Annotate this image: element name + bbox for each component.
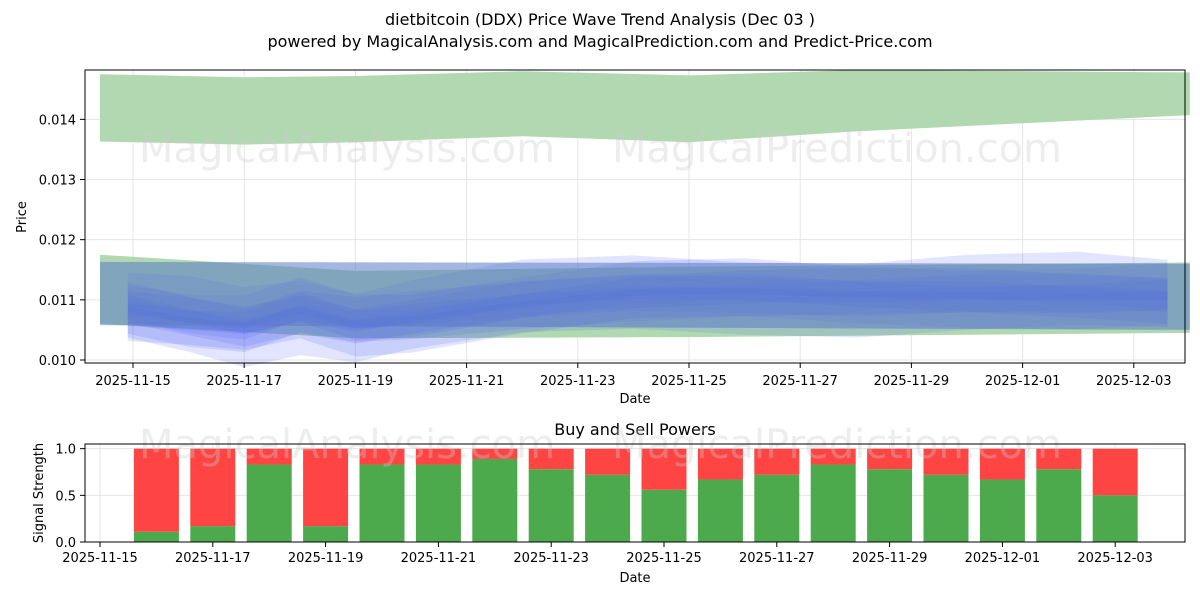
top-watermark-right: MagicalPrediction.com [612,126,1062,172]
sell-bar [359,448,405,465]
bottom-chart-title: Buy and Sell Powers [554,420,716,439]
sell-bar [810,448,856,465]
sell-bar [415,448,461,465]
bottom-y-tick-label: 1.0 [55,443,76,458]
buy-bar [133,531,179,542]
top-x-tick-label: 2025-11-15 [95,374,171,389]
top-x-tick-label: 2025-12-03 [1096,374,1172,389]
buy-bar [1036,469,1082,542]
bottom-x-tick-label: 2025-11-23 [513,551,589,566]
buy-bar [303,526,349,542]
bottom-x-ticks: 2025-11-15 2025-11-17 2025-11-19 2025-11-21… [62,542,1153,566]
top-x-tick-label: 2025-11-17 [206,374,282,389]
sell-bar [190,448,236,527]
buy-bar [585,474,631,542]
top-x-tick-label: 2025-11-21 [429,374,505,389]
buy-bar [867,469,913,542]
top-x-tick-label: 2025-12-01 [985,374,1061,389]
sell-bar [1092,448,1138,496]
buy-bar [754,474,800,542]
upper-green-band [100,70,1190,145]
top-y-tick-label: 0.014 [39,113,76,128]
sell-bar [867,448,913,470]
top-y-tick-label: 0.012 [39,234,76,249]
sell-bar [585,448,631,475]
chart-title-line1: dietbitcoin (DDX) Price Wave Trend Analy… [385,10,815,29]
buy-bar [528,469,574,542]
bottom-bars [133,448,1138,542]
top-y-tick-label: 0.010 [39,354,76,369]
bottom-x-tick-label: 2025-12-01 [965,551,1041,566]
buy-bar [979,479,1025,542]
bottom-x-tick-label: 2025-11-25 [626,551,702,566]
bottom-x-tick-label: 2025-11-21 [401,551,477,566]
bottom-x-tick-label: 2025-11-15 [62,551,138,566]
bottom-x-axis-label: Date [619,571,650,586]
sell-bar [923,448,969,475]
buy-bar [359,464,405,542]
top-y-tick-label: 0.013 [39,173,76,188]
bottom-x-tick-label: 2025-11-27 [739,551,815,566]
top-x-tick-label: 2025-11-29 [874,374,950,389]
bottom-watermark-right: MagicalPrediction.com [612,422,1062,468]
bottom-x-tick-label: 2025-12-03 [1077,551,1153,566]
bottom-y-tick-label: 0.0 [55,536,76,551]
buy-bar [190,526,236,542]
buy-bar [415,464,461,542]
buy-bar [246,464,292,542]
bottom-x-tick-label: 2025-11-17 [175,551,251,566]
sell-bar [303,448,349,527]
bottom-watermark-left: MagicalAnalysis.com [139,422,555,468]
sell-bar [528,448,574,470]
bottom-y-axis-label: Signal Strength [32,443,47,543]
sell-bar [133,448,179,532]
top-x-axis-label: Date [619,392,650,407]
bottom-x-tick-label: 2025-11-19 [288,551,364,566]
sell-bar [754,448,800,475]
chart-title-line2: powered by MagicalAnalysis.com and Magic… [267,32,932,51]
sell-bar [641,448,687,490]
top-x-tick-label: 2025-11-23 [540,374,616,389]
bottom-y-tick-label: 0.5 [55,489,76,504]
top-watermark-left: MagicalAnalysis.com [139,126,555,172]
blue-rect-band [100,261,1190,330]
buy-bar [923,474,969,542]
top-x-tick-label: 2025-11-19 [318,374,394,389]
top-plot-frame [84,69,1186,364]
top-y-tick-label: 0.011 [39,294,76,309]
top-x-tick-label: 2025-11-25 [651,374,727,389]
top-x-ticks: 2025-11-15 2025-11-17 2025-11-19 2025-11-21… [95,363,1172,389]
bottom-y-ticks: 0.0 0.5 1.0 [55,443,85,551]
buy-bar [1092,495,1138,542]
buy-bar [641,489,687,542]
sell-bar [472,448,518,459]
bottom-plot-frame [84,443,1186,543]
sell-bar [979,448,1025,480]
sell-bar [1036,448,1082,470]
top-price-bands [100,70,1190,368]
sell-bar [697,448,743,480]
top-y-ticks: 0.010 0.011 0.012 0.013 0.014 [39,113,85,369]
top-x-tick-label: 2025-11-27 [762,374,838,389]
top-y-axis-label: Price [15,201,30,233]
buy-bar [810,464,856,542]
buy-bar [472,458,518,542]
sell-bar [246,448,292,465]
bottom-x-tick-label: 2025-11-29 [852,551,928,566]
buy-bar [697,479,743,542]
